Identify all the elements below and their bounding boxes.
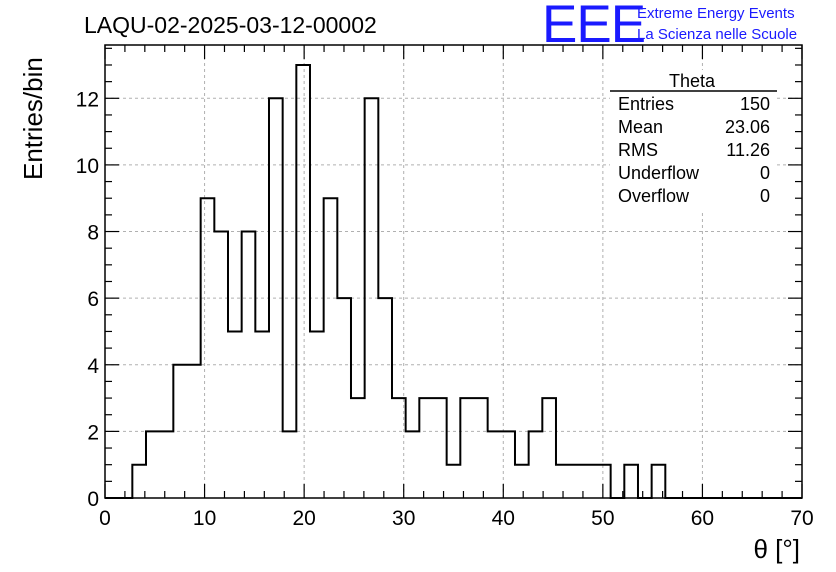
histogram-bin	[570, 465, 584, 498]
histogram-bin	[529, 431, 543, 498]
histogram-bin	[132, 465, 146, 498]
histogram-bin	[173, 365, 187, 498]
stats-value-entries: 150	[740, 94, 770, 114]
histogram-bin	[474, 398, 488, 498]
axis-ticks	[104, 45, 803, 499]
stats-value-rms: 11.26	[726, 140, 770, 160]
y-tick-label: 6	[87, 288, 99, 311]
x-axis-label: θ [°]	[753, 534, 800, 564]
y-axis-label: Entries/bin	[18, 57, 48, 180]
histogram-bin	[187, 365, 201, 498]
histogram-bin	[433, 398, 447, 498]
stats-label-entries: Entries	[618, 94, 674, 114]
histogram-bin	[351, 398, 365, 498]
histogram-bin	[488, 431, 502, 498]
stats-value-underflow: 0	[760, 163, 770, 183]
eee-logo-line2: La Scienza nelle Scuole	[637, 26, 797, 43]
x-tick-label: 70	[790, 507, 813, 530]
histogram-bin	[228, 331, 242, 498]
x-tick-label: 20	[292, 507, 315, 530]
plot-border	[104, 44, 803, 499]
y-tick-label: 2	[87, 421, 99, 444]
y-tick-label: 4	[87, 355, 99, 378]
eee-logo: EEE Extreme Energy Events La Scienza nel…	[542, 0, 797, 54]
stats-label-mean: Mean	[618, 117, 663, 137]
y-tick-labels: 0 2 4 6 8 10 12	[76, 88, 100, 511]
x-tick-label: 60	[691, 507, 714, 530]
histogram-bin	[146, 431, 160, 498]
stats-label-overflow: Overflow	[618, 186, 690, 206]
histogram-bin	[160, 431, 174, 498]
y-tick-label: 8	[87, 222, 99, 245]
histogram-bin	[283, 431, 297, 498]
histogram-bin	[296, 65, 310, 498]
stats-box: Theta Entries 150 Mean 23.06 RMS 11.26 U…	[610, 70, 777, 210]
histogram-bin	[378, 298, 392, 498]
plot-frame	[104, 44, 803, 499]
histogram-bin	[542, 398, 556, 498]
histogram-bin	[447, 465, 461, 498]
stats-value-overflow: 0	[760, 186, 770, 206]
histogram-bin	[201, 198, 215, 498]
x-tick-labels: 0 10 20 30 40 50 60 70	[99, 507, 814, 530]
y-tick-label: 0	[87, 488, 99, 511]
eee-logo-line1: Extreme Energy Events	[637, 5, 795, 22]
histogram-bin	[583, 465, 597, 498]
histogram-bin	[269, 98, 283, 498]
x-tick-label: 0	[99, 507, 111, 530]
histogram-bin	[365, 98, 379, 498]
histogram-bin	[406, 431, 420, 498]
histogram-bin	[460, 398, 474, 498]
x-tick-label: 50	[591, 507, 614, 530]
histogram-bin	[324, 198, 338, 498]
histogram-bin	[624, 465, 638, 498]
y-tick-label: 12	[76, 88, 99, 111]
histogram-bin	[392, 398, 406, 498]
x-tick-label: 30	[392, 507, 415, 530]
histogram-bin	[652, 465, 666, 498]
histogram-bin	[337, 298, 351, 498]
histogram-bin	[242, 232, 256, 498]
x-tick-label: 40	[492, 507, 515, 530]
histogram-bin	[597, 465, 611, 498]
histogram-bin	[214, 232, 228, 498]
stats-label-underflow: Underflow	[618, 163, 700, 183]
y-tick-label: 10	[76, 155, 99, 178]
stats-box-title: Theta	[669, 71, 716, 91]
histogram-bin	[310, 331, 324, 498]
histogram-bin	[515, 465, 529, 498]
histogram-bin	[255, 331, 269, 498]
stats-value-mean: 23.06	[725, 117, 770, 137]
x-tick-label: 10	[193, 507, 216, 530]
histogram-bin	[419, 398, 433, 498]
stats-label-rms: RMS	[618, 140, 658, 160]
eee-logo-mark: EEE	[542, 0, 645, 54]
chart-title: LAQU-02-2025-03-12-00002	[84, 12, 377, 38]
